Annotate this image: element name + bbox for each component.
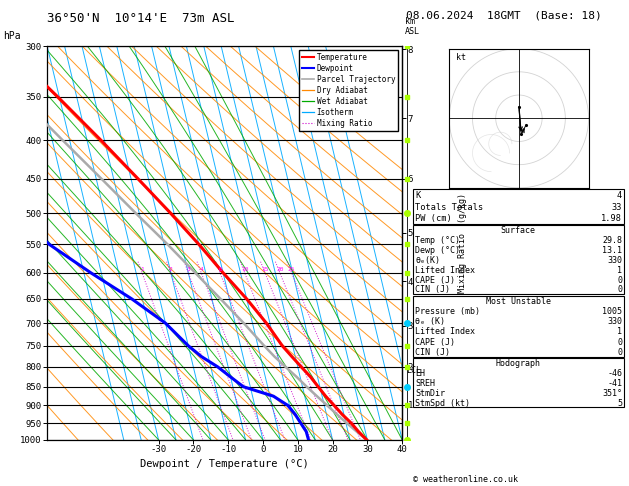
Text: 08.06.2024  18GMT  (Base: 18): 08.06.2024 18GMT (Base: 18) <box>406 10 601 20</box>
Text: Surface: Surface <box>501 226 536 235</box>
Text: Lifted Index: Lifted Index <box>415 328 475 336</box>
Text: Dewp (°C): Dewp (°C) <box>415 246 460 255</box>
Text: 5: 5 <box>617 399 622 408</box>
X-axis label: Dewpoint / Temperature (°C): Dewpoint / Temperature (°C) <box>140 459 309 469</box>
Text: Temp (°C): Temp (°C) <box>415 236 460 245</box>
Text: 1: 1 <box>140 267 144 272</box>
Text: 0: 0 <box>617 348 622 357</box>
Text: 0: 0 <box>617 338 622 347</box>
Text: 1: 1 <box>617 328 622 336</box>
Text: -46: -46 <box>607 369 622 378</box>
Text: Lifted Index: Lifted Index <box>415 266 475 275</box>
Text: 25: 25 <box>288 267 296 272</box>
Text: Most Unstable: Most Unstable <box>486 297 551 306</box>
Text: 15: 15 <box>261 267 269 272</box>
Text: 0: 0 <box>617 276 622 285</box>
Text: StmSpd (kt): StmSpd (kt) <box>415 399 470 408</box>
Text: Totals Totals: Totals Totals <box>415 203 483 212</box>
Text: 4: 4 <box>199 267 203 272</box>
Text: SREH: SREH <box>415 379 435 388</box>
Text: CAPE (J): CAPE (J) <box>415 276 455 285</box>
Text: θₑ(K): θₑ(K) <box>415 256 440 265</box>
Text: km
ASL: km ASL <box>405 17 420 36</box>
Text: StmDir: StmDir <box>415 389 445 398</box>
Text: CIN (J): CIN (J) <box>415 348 450 357</box>
Text: CAPE (J): CAPE (J) <box>415 338 455 347</box>
Text: PW (cm): PW (cm) <box>415 214 452 223</box>
Text: 330: 330 <box>607 256 622 265</box>
Text: 33: 33 <box>611 203 622 212</box>
Text: 20: 20 <box>276 267 284 272</box>
Text: 351°: 351° <box>602 389 622 398</box>
Text: LCL: LCL <box>406 365 421 375</box>
Text: Pressure (mb): Pressure (mb) <box>415 307 480 316</box>
Text: K: K <box>415 191 420 200</box>
Text: Mixing Ratio  (g/kg): Mixing Ratio (g/kg) <box>458 193 467 293</box>
Legend: Temperature, Dewpoint, Parcel Trajectory, Dry Adiabat, Wet Adiabat, Isotherm, Mi: Temperature, Dewpoint, Parcel Trajectory… <box>299 50 398 131</box>
Text: hPa: hPa <box>3 31 21 41</box>
Text: 1.98: 1.98 <box>601 214 622 223</box>
Text: CIN (J): CIN (J) <box>415 285 450 295</box>
Text: 2: 2 <box>169 267 172 272</box>
Text: 1: 1 <box>617 266 622 275</box>
Text: kt: kt <box>456 53 466 62</box>
Text: -41: -41 <box>607 379 622 388</box>
Text: 0: 0 <box>617 285 622 295</box>
Text: 3: 3 <box>186 267 190 272</box>
Text: Hodograph: Hodograph <box>496 359 541 368</box>
Text: 4: 4 <box>617 191 622 200</box>
Text: 36°50'N  10°14'E  73m ASL: 36°50'N 10°14'E 73m ASL <box>47 12 235 25</box>
Text: EH: EH <box>415 369 425 378</box>
Text: 6: 6 <box>218 267 222 272</box>
Text: 13.1: 13.1 <box>602 246 622 255</box>
Text: © weatheronline.co.uk: © weatheronline.co.uk <box>413 474 518 484</box>
Text: θₑ (K): θₑ (K) <box>415 317 445 326</box>
Text: 330: 330 <box>607 317 622 326</box>
Text: 1005: 1005 <box>602 307 622 316</box>
Text: 10: 10 <box>241 267 248 272</box>
Text: 29.8: 29.8 <box>602 236 622 245</box>
